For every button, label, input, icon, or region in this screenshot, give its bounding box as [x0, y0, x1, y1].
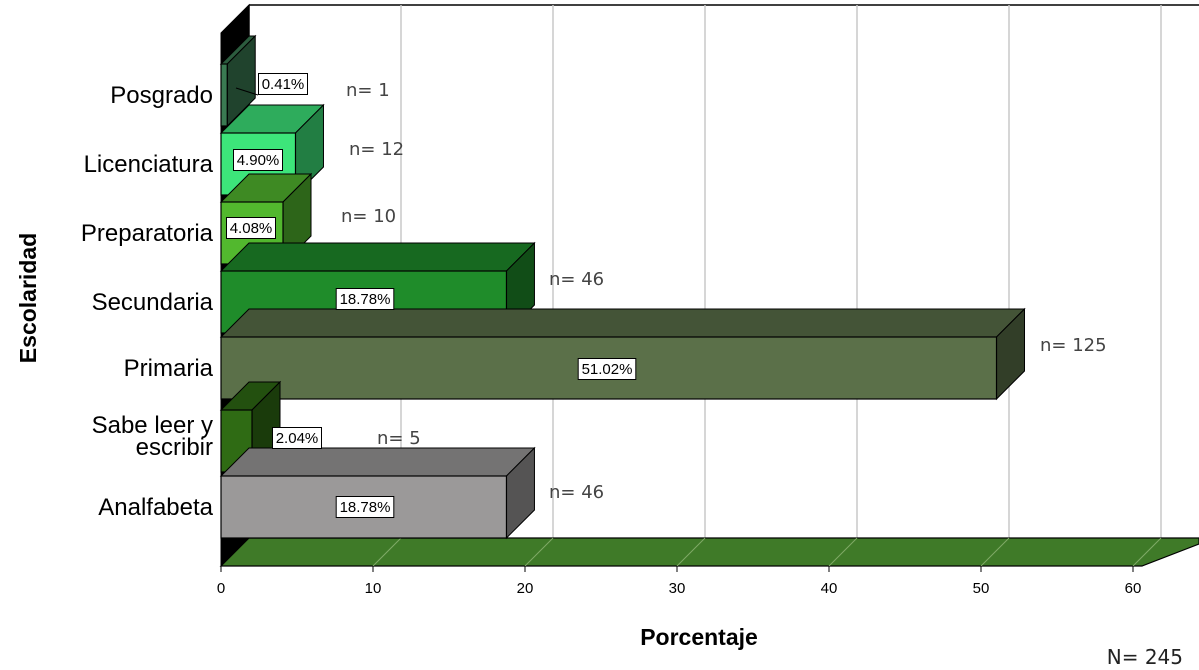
- value-label: 0.41%: [262, 76, 305, 93]
- x-tick-label: 30: [669, 580, 686, 597]
- value-label: 18.78%: [340, 291, 391, 308]
- category-label: Primaria: [124, 355, 214, 382]
- total-n-label: N= 245: [1107, 645, 1183, 669]
- bar-6: [219, 446, 536, 540]
- bar-top-face: [219, 308, 1026, 338]
- bar-front-face: [220, 63, 228, 127]
- bar-2: [219, 172, 313, 266]
- x-tick-label: 10: [365, 580, 382, 597]
- value-label-leader: [235, 87, 259, 96]
- value-label-box: [226, 217, 276, 239]
- category-label: Licenciatura: [84, 151, 214, 178]
- value-label-box: [335, 288, 395, 310]
- category-label: Posgrado: [110, 82, 213, 109]
- floor-gridline: [828, 537, 858, 567]
- floor-gridline: [372, 537, 402, 567]
- x-tick-label: 50: [973, 580, 990, 597]
- category-label-line: escribir: [136, 434, 213, 461]
- count-label: n= 46: [549, 482, 604, 503]
- value-label: 2.04%: [276, 430, 319, 447]
- x-tick-label: 0: [217, 580, 225, 597]
- floor-gridline: [676, 537, 706, 567]
- floor-gridline: [980, 537, 1010, 567]
- count-label: n= 125: [1040, 335, 1107, 356]
- bar-0: [219, 34, 257, 128]
- value-label: 4.90%: [237, 152, 280, 169]
- value-label-box: [577, 358, 637, 380]
- value-label-box: [335, 496, 395, 518]
- count-label: n= 1: [346, 80, 390, 101]
- category-label-line: Sabe leer y: [92, 412, 213, 439]
- value-label: 18.78%: [340, 499, 391, 516]
- count-label: n= 46: [549, 269, 604, 290]
- floor-gridline: [1132, 537, 1162, 567]
- category-label: Preparatoria: [81, 220, 214, 247]
- count-label: n= 12: [349, 139, 404, 160]
- y-axis-title: Escolaridad: [15, 233, 41, 363]
- labels-layer: 0 10 20 30 40 50 60 0.41% 4.90% 4.08% 18.78% 51.02%…: [81, 73, 1142, 597]
- category-label: Analfabeta: [98, 494, 213, 521]
- bar-top-face: [219, 242, 536, 272]
- value-label: 4.08%: [230, 220, 273, 237]
- category-label: Sabe leer y escribir: [92, 412, 213, 461]
- value-label-box: [272, 427, 322, 449]
- value-label-box: [233, 149, 283, 171]
- count-label: n= 10: [341, 206, 396, 227]
- bars-layer: [219, 34, 1026, 540]
- floor: [219, 537, 1199, 567]
- count-label: n= 5: [377, 428, 421, 449]
- x-axis-title: Porcentaje: [640, 624, 758, 650]
- value-label: 51.02%: [582, 361, 633, 378]
- value-label-box: [258, 73, 308, 95]
- x-tick-label: 20: [517, 580, 534, 597]
- x-tick-label: 60: [1125, 580, 1142, 597]
- x-tick-label: 40: [821, 580, 838, 597]
- category-label: Secundaria: [92, 289, 214, 316]
- bar-top-face: [219, 447, 536, 477]
- bar-4: [219, 307, 1026, 401]
- floor-gridline: [524, 537, 554, 567]
